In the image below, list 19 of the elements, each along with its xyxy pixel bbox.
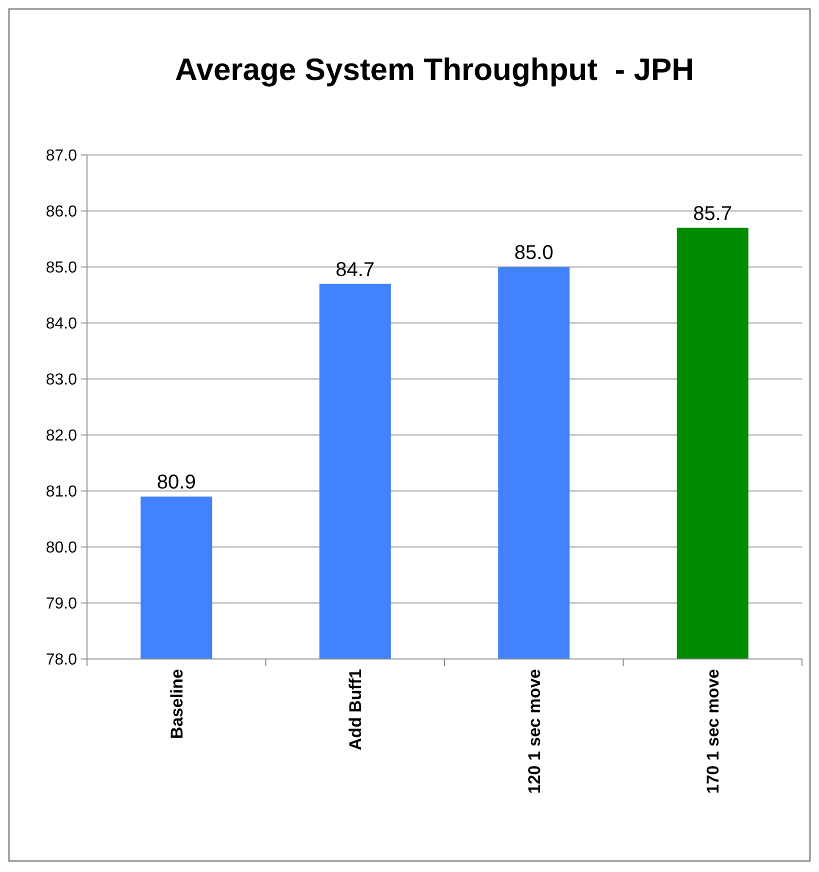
y-tick-label: 83.0	[46, 372, 78, 389]
y-tick-label: 85.0	[46, 260, 78, 277]
x-tick-label: Add Buff1	[346, 669, 366, 750]
data-label: 85.0	[514, 242, 554, 264]
x-tick-label: Baseline	[167, 669, 186, 739]
data-label: 80.9	[156, 472, 196, 494]
x-tick-label: 170 1 sec move	[704, 669, 723, 794]
y-tick-label: 78.0	[46, 652, 78, 669]
chart-title: Average System Throughput - JPH	[174, 52, 694, 87]
y-tick-label: 81.0	[46, 484, 78, 501]
x-tick-label: 120 1 sec move	[524, 669, 544, 794]
y-tick-label: 82.0	[46, 428, 78, 445]
data-label: 85.7	[693, 202, 732, 225]
y-tick-label: 84.0	[46, 316, 78, 333]
y-tick-label: 87.0	[46, 148, 78, 165]
y-tick-label: 80.0	[46, 540, 78, 557]
data-label: 84.7	[336, 258, 375, 281]
y-tick-label: 86.0	[46, 204, 78, 221]
y-tick-label: 79.0	[46, 596, 78, 613]
